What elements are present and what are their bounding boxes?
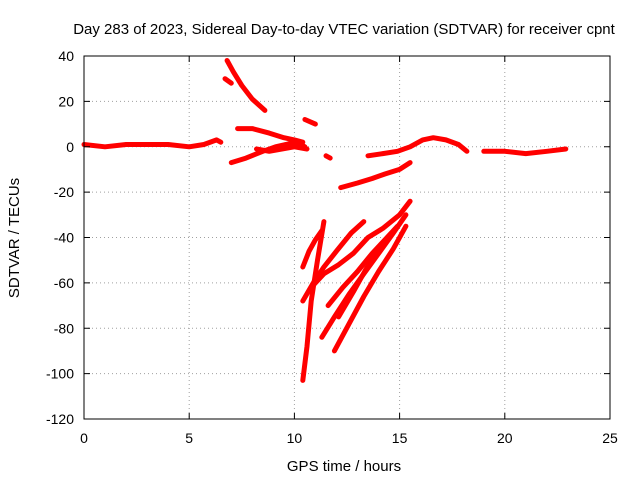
series-arc-10 — [365, 135, 470, 159]
series-arc-15 — [300, 219, 367, 304]
series-arc-5 — [235, 126, 306, 145]
series-arc-12 — [300, 219, 327, 383]
y-tick-label: 20 — [58, 93, 74, 109]
series-arc-3 — [222, 76, 234, 86]
series-arc-18 — [331, 223, 409, 354]
y-tick-label: -20 — [54, 184, 74, 200]
series-arc-6 — [254, 144, 310, 154]
series-arc-11 — [481, 146, 569, 157]
series-arc-17 — [325, 223, 400, 309]
series-arc-7 — [302, 117, 318, 127]
x-tick-label: 15 — [392, 430, 408, 446]
series-arc-14 — [308, 198, 413, 290]
series-arc-1 — [81, 137, 224, 150]
axis-ticks: 0 5 10 15 20 25 -120 -100 -80 -60 -40 -20 0 20 40 — [46, 48, 618, 446]
x-axis-label: GPS time / hours — [287, 458, 401, 475]
series-arc-9 — [338, 160, 413, 191]
data-series — [81, 58, 569, 383]
x-tick-label: 10 — [287, 430, 303, 446]
series-arc-8 — [323, 153, 333, 161]
y-tick-label: -120 — [46, 411, 74, 427]
x-tick-label: 5 — [185, 430, 193, 446]
y-tick-label: -80 — [54, 320, 74, 336]
series-arc-13 — [300, 228, 325, 270]
series-arc-2 — [224, 58, 268, 113]
y-axis-label: SDTVAR / TECUs — [6, 178, 23, 298]
y-tick-label: -100 — [46, 366, 74, 382]
y-tick-label: 0 — [66, 139, 74, 155]
x-tick-label: 0 — [80, 430, 88, 446]
x-tick-label: 20 — [497, 430, 513, 446]
y-tick-label: 40 — [58, 48, 74, 64]
grid-lines — [84, 56, 610, 419]
series-arc-19 — [336, 246, 382, 320]
y-tick-label: -60 — [54, 275, 74, 291]
x-tick-label: 25 — [602, 430, 618, 446]
chart-title: Day 283 of 2023, Sidereal Day-to-day VTE… — [73, 21, 615, 38]
series-arc-4 — [228, 139, 308, 166]
y-tick-label: -40 — [54, 230, 74, 246]
